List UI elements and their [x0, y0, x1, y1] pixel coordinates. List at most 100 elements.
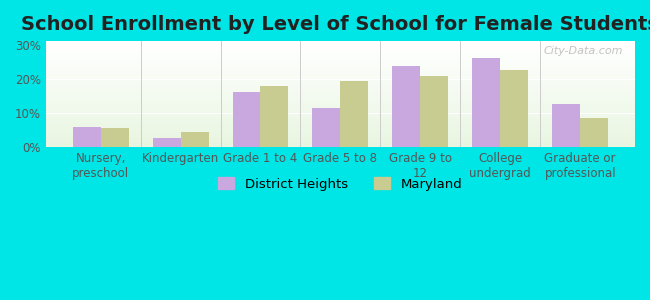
Bar: [46, 64, 635, 66]
Bar: [46, 71, 635, 72]
Bar: [46, 124, 635, 125]
Bar: [46, 145, 635, 146]
Bar: [46, 131, 635, 133]
Bar: [46, 63, 635, 64]
Bar: [46, 137, 635, 138]
Bar: [46, 54, 635, 55]
Bar: [46, 95, 635, 96]
Bar: [46, 143, 635, 144]
Bar: [233, 92, 261, 148]
Bar: [46, 75, 635, 76]
Bar: [46, 74, 635, 75]
Bar: [46, 121, 635, 122]
Bar: [46, 69, 635, 70]
Bar: [46, 107, 635, 108]
Bar: [552, 103, 580, 148]
Bar: [46, 45, 635, 46]
Bar: [46, 49, 635, 50]
Bar: [46, 139, 635, 140]
Title: School Enrollment by Level of School for Female Students: School Enrollment by Level of School for…: [21, 15, 650, 34]
Bar: [46, 67, 635, 68]
Bar: [46, 96, 635, 98]
Bar: [46, 111, 635, 112]
Bar: [46, 122, 635, 123]
Bar: [46, 127, 635, 128]
Bar: [393, 66, 421, 148]
Bar: [46, 105, 635, 106]
Bar: [500, 70, 528, 148]
Bar: [73, 127, 101, 148]
Bar: [46, 116, 635, 117]
Bar: [421, 76, 448, 148]
Bar: [46, 123, 635, 124]
Bar: [46, 58, 635, 59]
Bar: [46, 90, 635, 91]
Bar: [46, 55, 635, 56]
Bar: [46, 135, 635, 136]
Bar: [46, 68, 635, 69]
Bar: [341, 81, 369, 148]
Bar: [46, 72, 635, 73]
Bar: [313, 108, 341, 148]
Bar: [46, 84, 635, 85]
Bar: [46, 142, 635, 143]
Bar: [46, 56, 635, 57]
Bar: [46, 44, 635, 45]
Bar: [46, 134, 635, 135]
Bar: [46, 100, 635, 101]
Bar: [46, 80, 635, 82]
Bar: [46, 88, 635, 89]
Bar: [46, 52, 635, 53]
Bar: [46, 112, 635, 113]
Bar: [46, 126, 635, 127]
Bar: [46, 73, 635, 74]
Bar: [46, 101, 635, 102]
Bar: [153, 138, 181, 148]
Bar: [46, 141, 635, 142]
Bar: [46, 133, 635, 134]
Bar: [46, 115, 635, 116]
Bar: [46, 103, 635, 104]
Bar: [46, 42, 635, 43]
Bar: [46, 94, 635, 95]
Bar: [46, 106, 635, 107]
Bar: [46, 128, 635, 129]
Bar: [46, 87, 635, 88]
Bar: [46, 120, 635, 121]
Bar: [46, 62, 635, 63]
Bar: [46, 82, 635, 84]
Bar: [46, 138, 635, 139]
Bar: [261, 86, 289, 148]
Bar: [46, 57, 635, 58]
Bar: [46, 130, 635, 131]
Bar: [46, 117, 635, 118]
Bar: [46, 144, 635, 145]
Bar: [46, 78, 635, 80]
Bar: [46, 89, 635, 90]
Bar: [46, 93, 635, 94]
Bar: [46, 66, 635, 67]
Bar: [46, 104, 635, 105]
Bar: [46, 51, 635, 52]
Bar: [46, 41, 635, 42]
Bar: [46, 85, 635, 86]
Bar: [46, 98, 635, 100]
Bar: [46, 108, 635, 109]
Bar: [46, 146, 635, 148]
Bar: [580, 118, 608, 148]
Bar: [46, 50, 635, 51]
Bar: [46, 70, 635, 71]
Bar: [46, 53, 635, 54]
Bar: [46, 86, 635, 87]
Legend: District Heights, Maryland: District Heights, Maryland: [213, 172, 468, 196]
Bar: [46, 140, 635, 141]
Bar: [46, 59, 635, 60]
Bar: [46, 46, 635, 47]
Bar: [46, 110, 635, 111]
Text: City-Data.com: City-Data.com: [543, 46, 623, 56]
Bar: [46, 118, 635, 119]
Bar: [46, 125, 635, 126]
Bar: [46, 43, 635, 44]
Bar: [46, 76, 635, 77]
Bar: [473, 58, 501, 148]
